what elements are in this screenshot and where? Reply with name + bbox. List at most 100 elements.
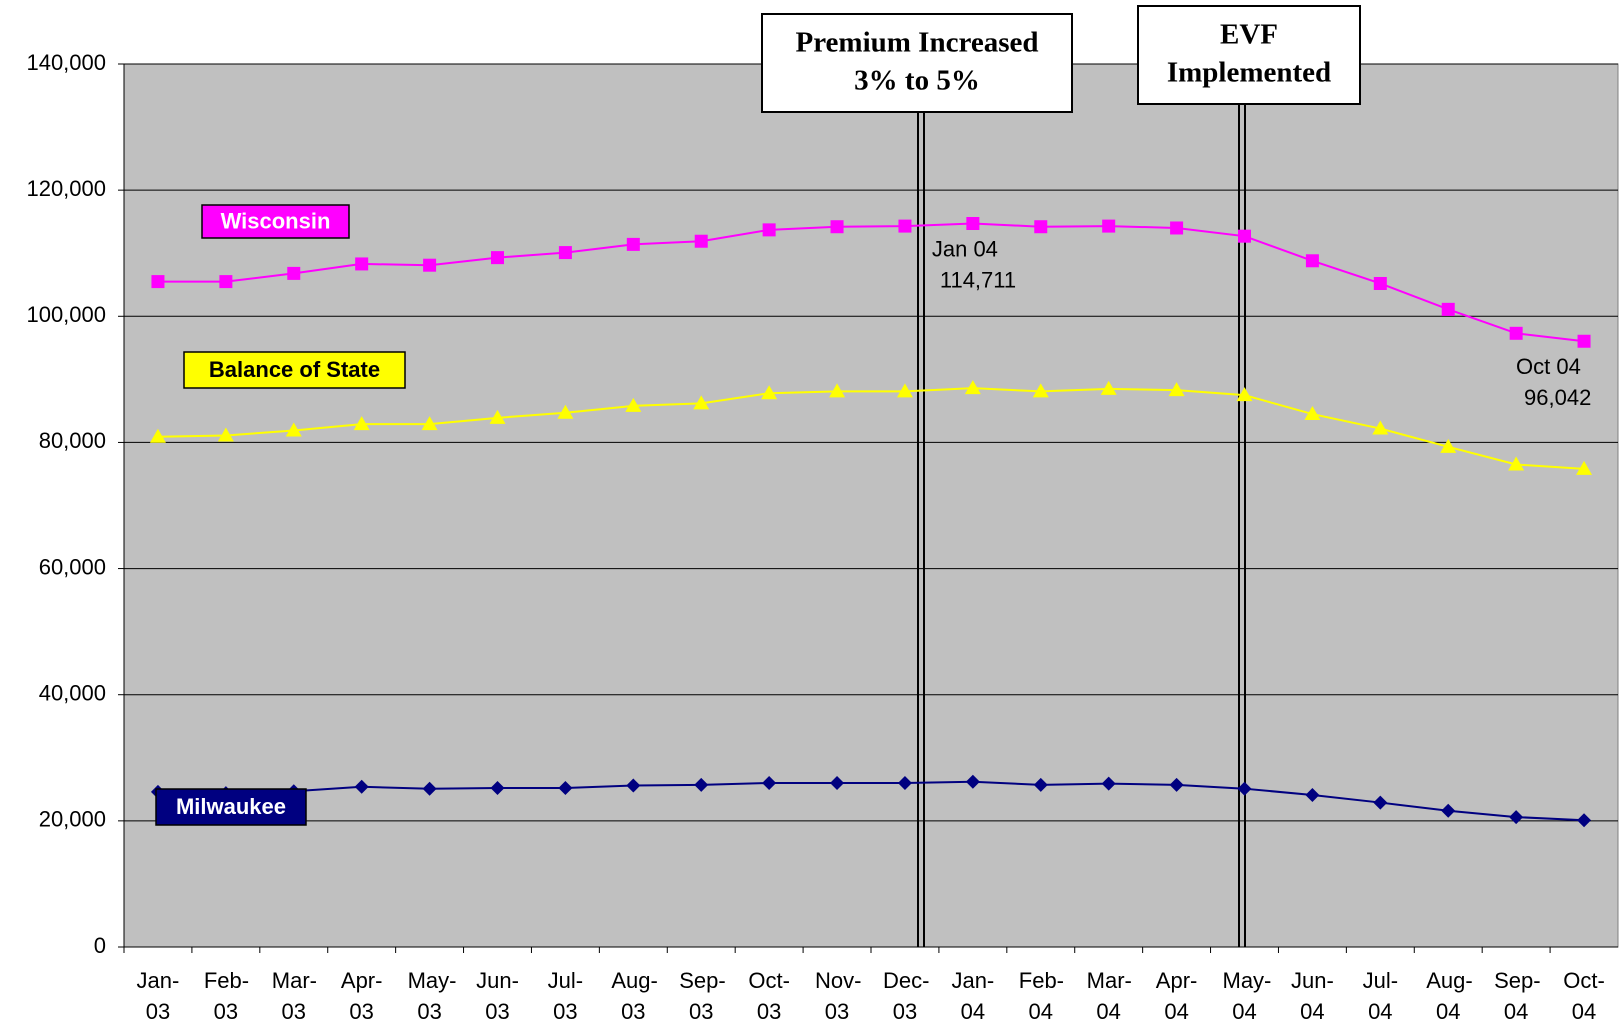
- marker: [421, 416, 438, 431]
- marker: [353, 416, 370, 431]
- x-tick-label: Jun-04: [1291, 968, 1334, 1024]
- x-tick-label: May-04: [1222, 968, 1272, 1024]
- marker: [149, 428, 166, 443]
- y-tick-label: 40,000: [39, 681, 106, 706]
- y-tick-label: 80,000: [39, 428, 106, 453]
- marker: [964, 380, 981, 395]
- x-tick-label: Dec-03: [882, 968, 930, 1024]
- x-tick-label: Jun-03: [476, 968, 519, 1024]
- series-line: [157, 222, 1585, 343]
- x-tick-label: Apr-03: [340, 968, 383, 1024]
- series-line: [157, 387, 1585, 470]
- marker: [965, 774, 980, 789]
- y-tick-label: 100,000: [26, 302, 106, 327]
- marker: [285, 422, 302, 437]
- event-label: Implemented: [1167, 57, 1331, 89]
- marker: [1305, 787, 1320, 802]
- marker: [489, 409, 506, 424]
- x-tick-label: Oct-03: [748, 968, 790, 1024]
- x-tick-label: Sep-03: [679, 968, 726, 1024]
- series-name-box: [155, 788, 307, 826]
- marker: [422, 781, 437, 796]
- marker: [830, 220, 844, 234]
- marker: [761, 385, 778, 400]
- marker: [1373, 276, 1387, 290]
- marker: [1101, 776, 1116, 791]
- x-tick-label: Feb-03: [203, 968, 250, 1024]
- marker: [1373, 795, 1388, 810]
- marker: [1033, 777, 1048, 792]
- marker: [896, 383, 913, 398]
- series-name-box: [201, 204, 350, 239]
- marker: [1238, 229, 1251, 243]
- x-tick-label: Jul-03: [547, 968, 584, 1024]
- x-tick-label: Apr-04: [1155, 968, 1198, 1024]
- marker: [1236, 387, 1253, 402]
- marker: [558, 781, 573, 796]
- x-tick-label: May-03: [407, 968, 457, 1024]
- marker: [1237, 781, 1252, 796]
- x-tick-label: Mar-04: [1086, 968, 1132, 1024]
- marker: [557, 404, 574, 419]
- x-tick-label: Jul-04: [1362, 968, 1399, 1024]
- marker: [898, 219, 912, 233]
- marker: [1576, 460, 1593, 475]
- marker: [1440, 438, 1457, 453]
- point-label: Oct 04: [1516, 354, 1581, 379]
- x-tick-label: Aug-03: [611, 968, 658, 1024]
- marker: [151, 275, 165, 289]
- x-tick-label: Sep-04: [1494, 968, 1541, 1024]
- x-tick-label: Oct-04: [1563, 968, 1605, 1024]
- marker: [1441, 803, 1456, 818]
- marker: [558, 246, 572, 260]
- marker: [1508, 456, 1525, 471]
- point-label: Jan 04: [932, 236, 998, 261]
- marker: [966, 217, 980, 231]
- event-box: [761, 13, 1073, 113]
- series-name: Milwaukee: [176, 794, 286, 819]
- marker: [1034, 220, 1048, 234]
- marker: [1032, 383, 1049, 398]
- value-label: 114,711: [940, 267, 1016, 292]
- marker: [897, 776, 912, 791]
- marker: [423, 258, 437, 272]
- marker: [1304, 406, 1321, 421]
- y-tick-label: 60,000: [39, 554, 106, 579]
- marker: [1577, 334, 1591, 348]
- event-label: Premium Increased: [796, 27, 1039, 59]
- series-name: Wisconsin: [221, 208, 331, 233]
- y-tick-label: 0: [94, 933, 106, 958]
- x-tick-label: Mar-03: [271, 968, 317, 1024]
- event-box: [1137, 5, 1361, 105]
- marker: [354, 779, 369, 794]
- marker: [1577, 813, 1592, 828]
- marker: [217, 427, 234, 442]
- series-name: Balance of State: [209, 357, 380, 382]
- value-label: 96,042: [1524, 385, 1591, 410]
- marker: [1170, 221, 1184, 235]
- x-tick-label: Jan-03: [136, 968, 180, 1024]
- series-name-box: [183, 351, 406, 389]
- marker: [1441, 302, 1455, 316]
- marker: [219, 275, 233, 289]
- marker: [1102, 219, 1116, 233]
- marker: [625, 397, 642, 412]
- marker: [1168, 382, 1185, 397]
- y-tick-label: 140,000: [26, 50, 106, 75]
- marker: [1305, 254, 1319, 268]
- x-tick-label: Aug-04: [1426, 968, 1473, 1024]
- marker: [287, 266, 301, 280]
- y-tick-label: 120,000: [26, 176, 106, 201]
- marker: [1372, 420, 1389, 435]
- marker: [830, 776, 845, 791]
- x-tick-label: Jan-04: [951, 968, 995, 1024]
- marker: [355, 257, 369, 271]
- event-label: 3% to 5%: [854, 65, 980, 97]
- marker: [762, 776, 777, 791]
- marker: [626, 237, 640, 251]
- marker: [1509, 810, 1524, 825]
- marker: [1100, 380, 1117, 395]
- marker: [762, 223, 776, 237]
